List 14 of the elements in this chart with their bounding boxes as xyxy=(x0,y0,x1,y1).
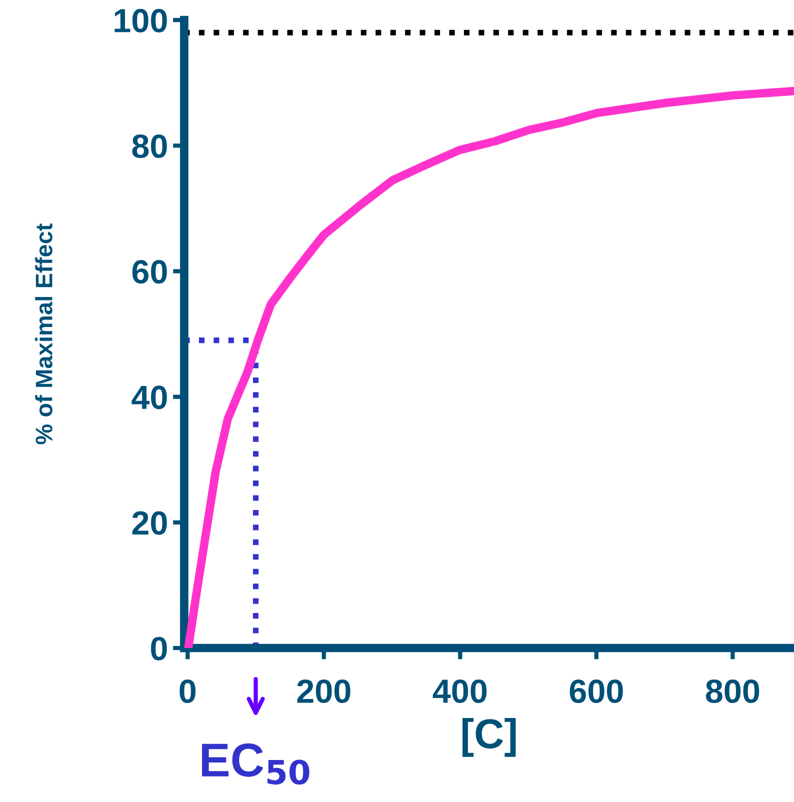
x-tick-label: 600 xyxy=(570,679,623,704)
y-tick-label: 60 xyxy=(132,260,167,284)
x-axis-title: [C] xyxy=(462,718,516,757)
y-axis-title: % of Maximal Effect xyxy=(35,223,52,444)
x-tick-label: 800 xyxy=(706,679,760,704)
y-tick-label: 0 xyxy=(151,636,167,660)
y-tick-label: 80 xyxy=(132,134,167,158)
x-tick-label: 400 xyxy=(432,679,487,704)
x-tick-label: 0 xyxy=(180,679,196,704)
y-tick-label: 100 xyxy=(114,8,167,32)
ref-line-label: EC$_{50}$ xyxy=(202,743,310,785)
y-tick-label: 20 xyxy=(132,511,167,535)
y-tick-label: 40 xyxy=(132,386,167,410)
x-tick-label: 200 xyxy=(297,679,350,704)
